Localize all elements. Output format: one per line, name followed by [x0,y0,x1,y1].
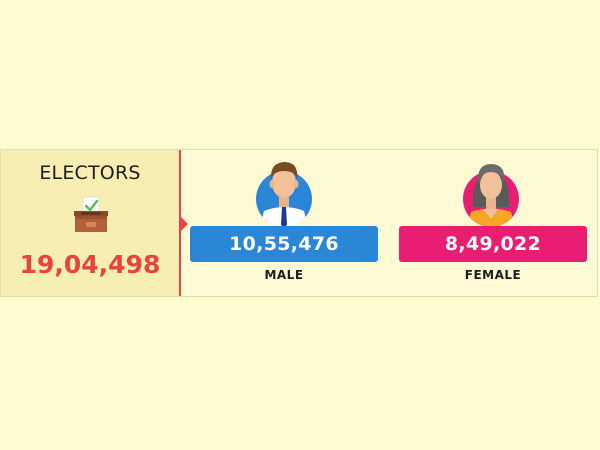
female-label: FEMALE [464,268,522,282]
male-electors-value: 10,55,476 [190,226,378,262]
male-label: MALE [264,268,304,282]
electors-title: ELECTORS [39,162,141,184]
electors-card: ELECTORS 19,04,498 [0,149,598,297]
female-electors-value: 8,49,022 [399,226,587,262]
electors-summary-panel: ELECTORS 19,04,498 [1,150,188,296]
female-electors-block: 8,49,022 FEMALE [399,150,587,296]
female-avatar-icon [463,164,519,227]
male-electors-block: 10,55,476 MALE [190,150,378,296]
gender-breakdown-panel: 10,55,476 MALE [181,150,597,296]
panel-arrow [181,217,188,231]
ballot-box-icon [74,196,108,232]
total-electors-value: 19,04,498 [19,250,161,279]
male-avatar-icon [256,162,312,227]
